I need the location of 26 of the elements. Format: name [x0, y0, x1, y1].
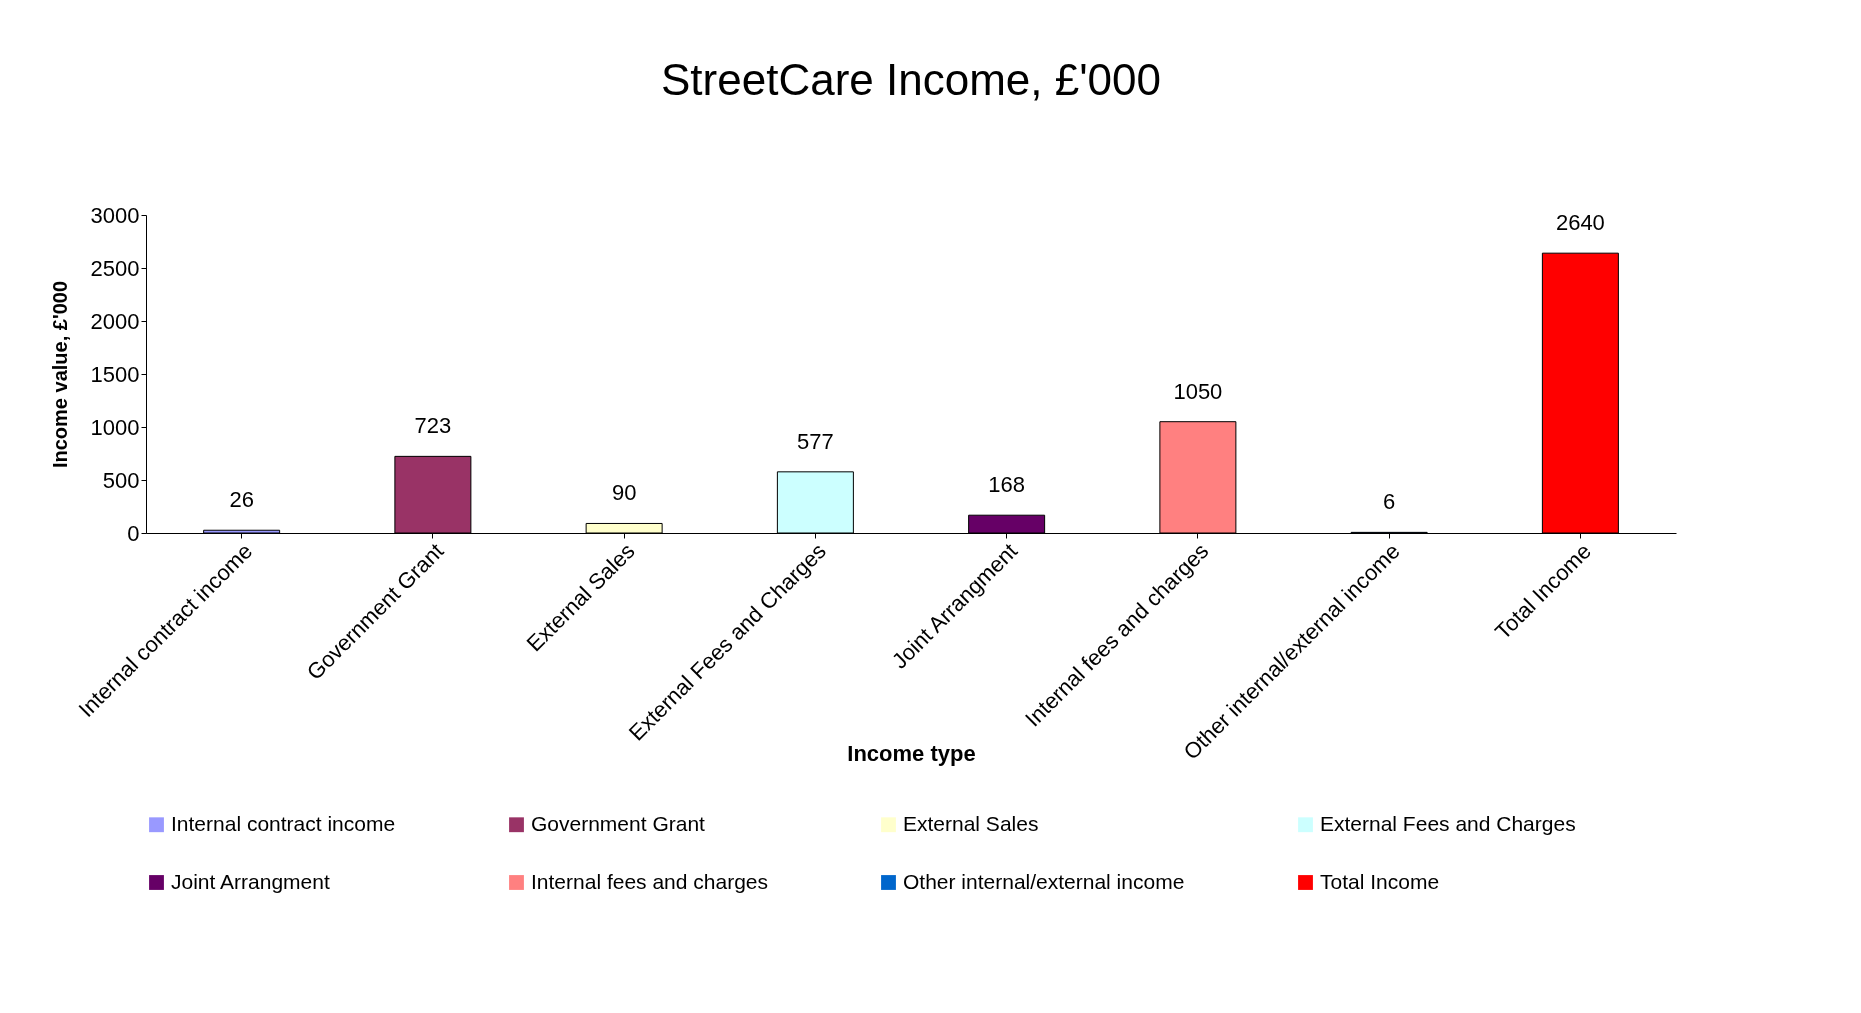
chart-title: StreetCare Income, £'000 [660, 55, 1162, 104]
data-label: 577 [797, 428, 834, 454]
data-label: 90 [611, 480, 637, 506]
data-label: 723 [414, 413, 452, 439]
y-tick-label: 3000 [90, 202, 140, 228]
y-tick-label: 2000 [90, 308, 140, 334]
data-label: 6 [1383, 489, 1396, 515]
legend-label: Internal contract income [171, 811, 396, 835]
legend-label: External Sales [903, 811, 1039, 835]
y-tick-label: 0 [127, 520, 140, 546]
legend-label: Government Grant [531, 811, 706, 835]
legend-label: Joint Arrangment [171, 869, 330, 893]
y-tick-label: 2500 [90, 255, 140, 281]
legend-label: Internal fees and charges [531, 869, 768, 893]
y-tick-label: 1500 [90, 361, 140, 387]
legend-label: External Fees and Charges [1320, 811, 1576, 835]
data-label: 2640 [1555, 210, 1605, 236]
data-label: 1050 [1173, 378, 1223, 404]
legend-label: Other internal/external income [903, 869, 1185, 893]
y-tick-label: 1000 [90, 414, 140, 440]
y-axis-title: Income value, £'000 [48, 280, 71, 469]
y-tick-label: 500 [102, 467, 140, 493]
data-label: 26 [229, 487, 254, 513]
legend-label: Total Income [1320, 869, 1440, 893]
data-label: 168 [988, 472, 1025, 498]
x-axis-title: Income type [847, 740, 976, 766]
